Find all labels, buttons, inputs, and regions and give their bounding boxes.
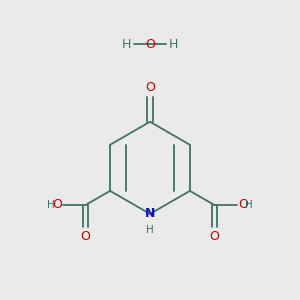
Text: H: H	[169, 38, 178, 51]
Text: H: H	[47, 200, 55, 210]
Text: O: O	[81, 230, 91, 243]
Text: O: O	[52, 199, 62, 212]
Text: O: O	[209, 230, 219, 243]
Text: H: H	[245, 200, 253, 210]
Text: O: O	[238, 199, 248, 212]
Text: O: O	[145, 38, 155, 51]
Text: N: N	[145, 207, 155, 220]
Text: O: O	[145, 81, 155, 94]
Text: H: H	[146, 225, 154, 235]
Text: H: H	[122, 38, 131, 51]
